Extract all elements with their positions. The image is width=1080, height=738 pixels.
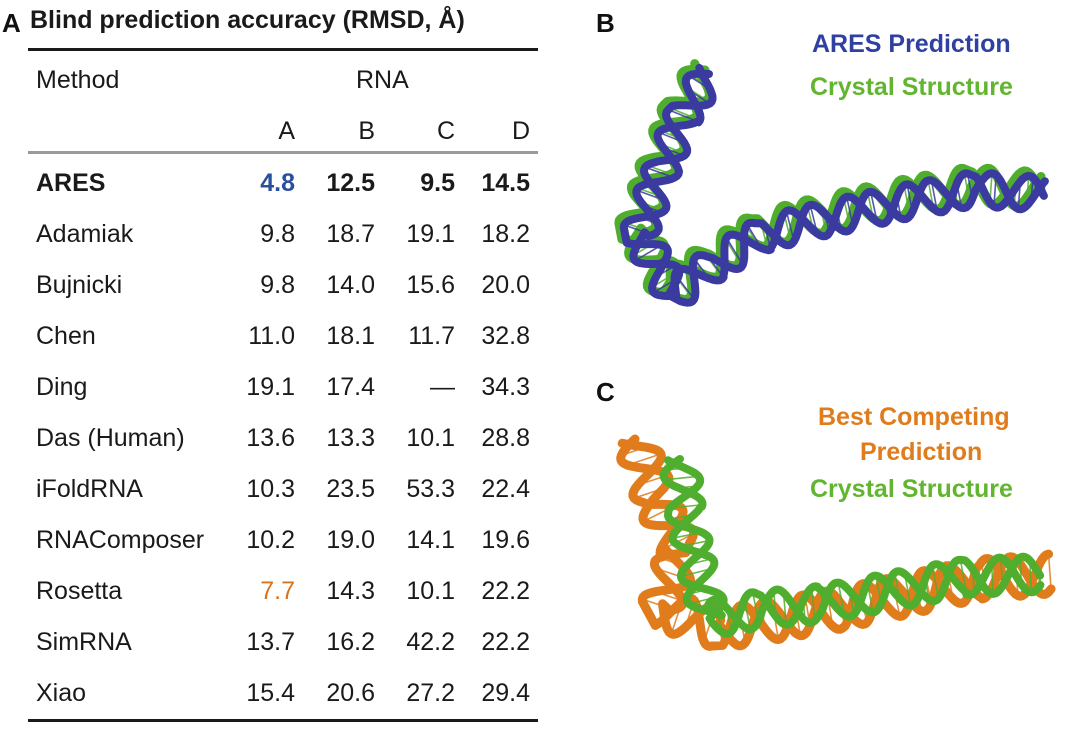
- table-cell: 9.8: [260, 220, 295, 248]
- legend-ares-prediction: ARES Prediction: [812, 30, 1011, 58]
- column-header-2: C: [436, 117, 455, 145]
- table-cell: 13.3: [326, 424, 375, 452]
- table-cell: 13.7: [246, 628, 295, 656]
- panel-letter-c: C: [596, 377, 615, 407]
- table-cell: 22.2: [481, 577, 530, 605]
- table-cell: 14.5: [481, 169, 530, 197]
- row-method-label: SimRNA: [36, 628, 132, 656]
- table-cell: 14.0: [326, 271, 375, 299]
- table-cell: 22.4: [481, 475, 530, 503]
- table-cell: 27.2: [406, 679, 455, 707]
- panel-a-table: A Blind prediction accuracy (RMSD, Å) Me…: [2, 6, 538, 722]
- table-cell: 42.2: [406, 628, 455, 656]
- table-cell: —: [430, 373, 455, 401]
- legend-crystal-structure-c: Crystal Structure: [810, 475, 1013, 503]
- table-cell: 22.2: [481, 628, 530, 656]
- table-cell: 16.2: [326, 628, 375, 656]
- legend-crystal-structure-b: Crystal Structure: [810, 73, 1013, 101]
- table-cell: 29.4: [481, 679, 530, 707]
- table-cell: 19.1: [246, 373, 295, 401]
- table-cell: 32.8: [481, 322, 530, 350]
- panel-letter-b: B: [596, 8, 615, 38]
- row-method-label: Adamiak: [36, 220, 134, 248]
- panel-letter-a: A: [2, 8, 21, 38]
- row-method-label: Xiao: [36, 679, 87, 707]
- table-title: Blind prediction accuracy (RMSD, Å): [30, 6, 465, 34]
- table-cell: 4.8: [260, 169, 295, 197]
- table-cell: 11.7: [408, 322, 455, 350]
- table-cell: 19.6: [481, 526, 530, 554]
- table-cell: 20.6: [326, 679, 375, 707]
- row-method-label: iFoldRNA: [36, 475, 143, 503]
- table-cell: 17.4: [326, 373, 375, 401]
- table-cell: 10.2: [246, 526, 295, 554]
- table-cell: 18.2: [481, 220, 530, 248]
- table-cell: 14.3: [326, 577, 375, 605]
- table-cell: 10.1: [406, 577, 455, 605]
- table-cell: 10.1: [406, 424, 455, 452]
- legend-prediction: Prediction: [860, 438, 983, 466]
- row-method-label: Bujnicki: [36, 271, 123, 299]
- table-cell: 18.1: [326, 322, 375, 350]
- row-method-label: RNAComposer: [36, 526, 205, 554]
- header-method: Method: [36, 66, 120, 94]
- column-header-0: A: [278, 117, 295, 145]
- table-cell: 12.5: [326, 169, 375, 197]
- table-cell: 7.7: [260, 577, 295, 605]
- table-cell: 18.7: [326, 220, 375, 248]
- table-cell: 13.6: [246, 424, 295, 452]
- header-rna: RNA: [356, 66, 409, 94]
- column-header-1: B: [358, 117, 375, 145]
- table-cell: 34.3: [481, 373, 530, 401]
- row-method-label: Rosetta: [36, 577, 123, 605]
- competing-overlay-image: [616, 434, 1056, 651]
- table-cell: 15.4: [246, 679, 295, 707]
- table-cell: 10.3: [246, 475, 295, 503]
- panel-c-structure: C Best Competing Prediction Crystal Stru…: [560, 369, 1080, 738]
- table-cell: 19.1: [406, 220, 455, 248]
- row-method-label: Chen: [36, 322, 96, 350]
- table-cell: 15.6: [406, 271, 455, 299]
- legend-best-competing: Best Competing: [818, 403, 1010, 431]
- row-method-label: Ding: [36, 373, 88, 401]
- row-method-label: Das (Human): [36, 424, 185, 452]
- table-cell: 11.0: [248, 322, 295, 350]
- table-cell: 23.5: [326, 475, 375, 503]
- table-cell: 9.5: [420, 169, 455, 197]
- panel-b-structure: B ARES Prediction Crystal Structure: [560, 0, 1080, 369]
- table-bottom-rule: [28, 719, 538, 722]
- table-top-rule: [28, 48, 538, 51]
- table-cell: 53.3: [406, 475, 455, 503]
- table-header-rule: [28, 151, 538, 154]
- table-cell: 28.8: [481, 424, 530, 452]
- table-cell: 19.0: [326, 526, 375, 554]
- ares-overlay-image: [614, 59, 1049, 307]
- table-cell: 14.1: [406, 526, 455, 554]
- row-method-label: ARES: [36, 169, 106, 197]
- table-cell: 20.0: [481, 271, 530, 299]
- table-cell: 9.8: [260, 271, 295, 299]
- column-header-3: D: [511, 117, 530, 145]
